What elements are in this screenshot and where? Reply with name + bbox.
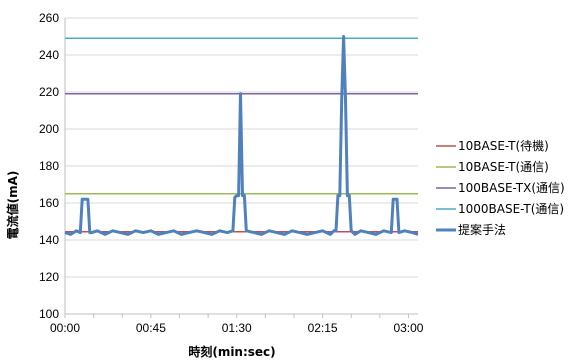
x-tick-label: 01:30 [222,321,252,335]
series-lines [64,35,419,236]
y-tick-label: 200 [39,122,59,136]
legend: 10BASE-T(待機) 10BASE-T(通信) 100BASE-TX(通信) 10… [436,138,565,237]
legend-label-5: 提案手法 [458,222,506,237]
legend-label-2: 10BASE-T(通信) [458,160,549,174]
y-tick-label: 140 [39,233,59,247]
y-tick-label: 120 [39,270,59,284]
y-tick-label: 220 [39,85,59,99]
y-axis-label: 電流値(mA) [5,171,20,240]
series-line-5 [64,35,419,236]
legend-label-3: 100BASE-TX(通信) [458,181,565,195]
x-tick-label: 02:15 [308,321,338,335]
y-tick-label: 180 [39,159,59,173]
y-tick-label: 160 [39,196,59,210]
legend-label-4: 1000BASE-T(通信) [458,202,564,216]
x-axis-label: 時刻(min:sec) [188,344,275,359]
x-tick-label: 00:00 [50,321,80,335]
x-tick-label: 00:45 [136,321,166,335]
x-tick-label: 03:00 [393,321,423,335]
y-tick-label: 100 [39,307,59,321]
y-tick-label: 260 [39,11,59,25]
y-tick-label: 240 [39,48,59,62]
x-tick-labels: 00:00 00:45 01:30 02:15 03:00 [50,321,424,335]
legend-label-1: 10BASE-T(待機) [458,138,549,153]
y-tick-labels: 100 120 140 160 180 200 220 240 260 [39,11,59,321]
